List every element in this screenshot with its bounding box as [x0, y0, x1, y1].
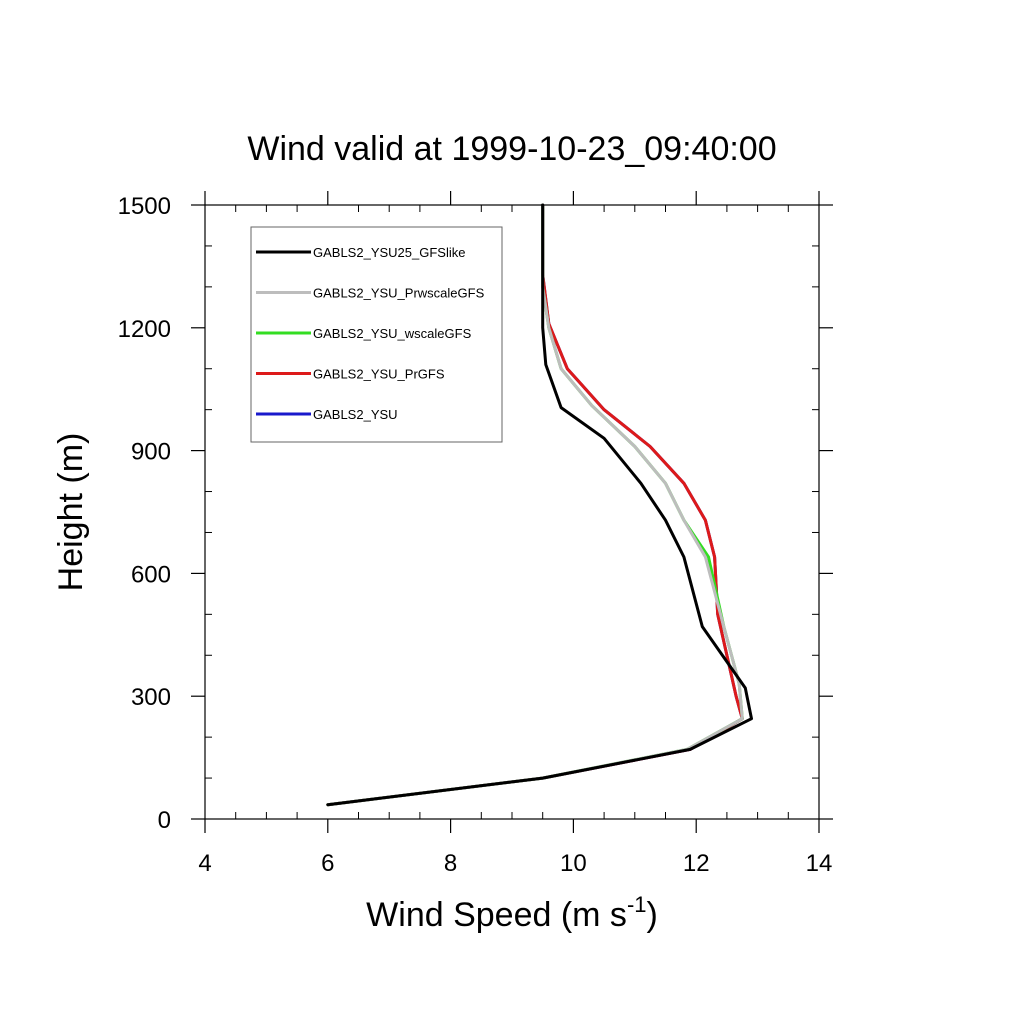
series-line-gabls2-ysu25-gfslike [326, 203, 753, 807]
x-axis-label-superscript: -1 [627, 892, 647, 917]
chart-title: Wind valid at 1999-10-23_09:40:00 [247, 130, 776, 168]
legend-label: GABLS2_YSU25_GFSlike [313, 245, 465, 260]
y-tick-label: 900 [131, 439, 171, 466]
series-lines [326, 203, 753, 807]
x-tick-label: 10 [560, 850, 587, 877]
legend-label: GABLS2_YSU_wscaleGFS [313, 326, 472, 341]
x-axis-label: Wind Speed (m s-1) [366, 892, 658, 934]
x-tick-labels: 4 6 8 10 12 14 [198, 850, 832, 877]
x-tick-label: 4 [198, 850, 211, 877]
minor-ticks [205, 205, 819, 819]
legend-label: GABLS2_YSU_PrwscaleGFS [313, 286, 485, 301]
x-tick-label: 14 [806, 850, 833, 877]
x-axis-label-main: Wind Speed (m s [366, 896, 627, 934]
y-tick-label: 1500 [118, 193, 171, 220]
y-axis-label: Height (m) [52, 433, 90, 592]
x-tick-label: 8 [444, 850, 457, 877]
x-tick-label: 6 [321, 850, 334, 877]
legend-label: GABLS2_YSU [313, 407, 398, 422]
major-ticks [191, 191, 833, 833]
legend-items: GABLS2_YSU25_GFSlike GABLS2_YSU_PrwscaleG… [256, 245, 485, 422]
plot-frame [204, 204, 820, 820]
x-tick-label: 12 [683, 850, 710, 877]
y-tick-label: 600 [131, 561, 171, 588]
legend-label: GABLS2_YSU_PrGFS [313, 367, 445, 382]
legend: GABLS2_YSU25_GFSlike GABLS2_YSU_PrwscaleG… [250, 226, 503, 443]
x-axis-label-close: ) [647, 896, 658, 934]
y-tick-labels: 0 300 600 900 1200 1500 [118, 193, 171, 834]
series-line-gabls2-ysu-prwscalegfs [326, 203, 744, 807]
y-tick-label: 0 [158, 807, 171, 834]
y-tick-label: 300 [131, 684, 171, 711]
y-tick-label: 1200 [118, 316, 171, 343]
